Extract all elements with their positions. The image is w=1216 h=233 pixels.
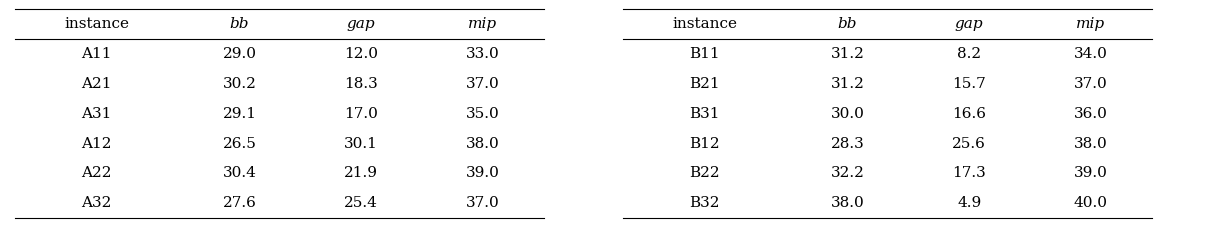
- Text: 27.6: 27.6: [223, 196, 257, 210]
- Text: B22: B22: [689, 166, 720, 180]
- Text: 38.0: 38.0: [831, 196, 865, 210]
- Text: 21.9: 21.9: [344, 166, 378, 180]
- Text: 39.0: 39.0: [466, 166, 500, 180]
- Text: 18.3: 18.3: [344, 77, 378, 91]
- Text: 37.0: 37.0: [466, 196, 500, 210]
- Text: instance: instance: [672, 17, 737, 31]
- Text: 40.0: 40.0: [1074, 196, 1108, 210]
- Text: B11: B11: [689, 47, 720, 61]
- Text: 32.2: 32.2: [831, 166, 865, 180]
- Text: B31: B31: [689, 107, 720, 121]
- Text: 8.2: 8.2: [957, 47, 981, 61]
- Text: 38.0: 38.0: [466, 137, 500, 151]
- Text: 30.1: 30.1: [344, 137, 378, 151]
- Text: mip: mip: [1076, 17, 1105, 31]
- Text: gap: gap: [347, 17, 376, 31]
- Text: 34.0: 34.0: [1074, 47, 1108, 61]
- Text: A32: A32: [81, 196, 112, 210]
- Text: A11: A11: [81, 47, 112, 61]
- Text: 29.1: 29.1: [223, 107, 257, 121]
- Text: bb: bb: [838, 17, 857, 31]
- Text: B12: B12: [689, 137, 720, 151]
- Text: A21: A21: [81, 77, 112, 91]
- Text: 25.4: 25.4: [344, 196, 378, 210]
- Text: 16.6: 16.6: [952, 107, 986, 121]
- Text: mip: mip: [468, 17, 497, 31]
- Text: 31.2: 31.2: [831, 47, 865, 61]
- Text: 17.3: 17.3: [952, 166, 986, 180]
- Text: 17.0: 17.0: [344, 107, 378, 121]
- Text: 35.0: 35.0: [466, 107, 500, 121]
- Text: 29.0: 29.0: [223, 47, 257, 61]
- Text: A22: A22: [81, 166, 112, 180]
- Text: instance: instance: [64, 17, 129, 31]
- Text: 12.0: 12.0: [344, 47, 378, 61]
- Text: 37.0: 37.0: [466, 77, 500, 91]
- Text: A31: A31: [81, 107, 112, 121]
- Text: 33.0: 33.0: [466, 47, 500, 61]
- Text: gap: gap: [955, 17, 984, 31]
- Text: 36.0: 36.0: [1074, 107, 1108, 121]
- Text: 39.0: 39.0: [1074, 166, 1108, 180]
- Text: 15.7: 15.7: [952, 77, 986, 91]
- Text: 31.2: 31.2: [831, 77, 865, 91]
- Text: 30.2: 30.2: [223, 77, 257, 91]
- Text: 38.0: 38.0: [1074, 137, 1108, 151]
- Text: 37.0: 37.0: [1074, 77, 1108, 91]
- Text: 30.0: 30.0: [831, 107, 865, 121]
- Text: B32: B32: [689, 196, 720, 210]
- Text: 4.9: 4.9: [957, 196, 981, 210]
- Text: 25.6: 25.6: [952, 137, 986, 151]
- Text: A12: A12: [81, 137, 112, 151]
- Text: 26.5: 26.5: [223, 137, 257, 151]
- Text: 30.4: 30.4: [223, 166, 257, 180]
- Text: bb: bb: [230, 17, 249, 31]
- Text: B21: B21: [689, 77, 720, 91]
- Text: 28.3: 28.3: [831, 137, 865, 151]
